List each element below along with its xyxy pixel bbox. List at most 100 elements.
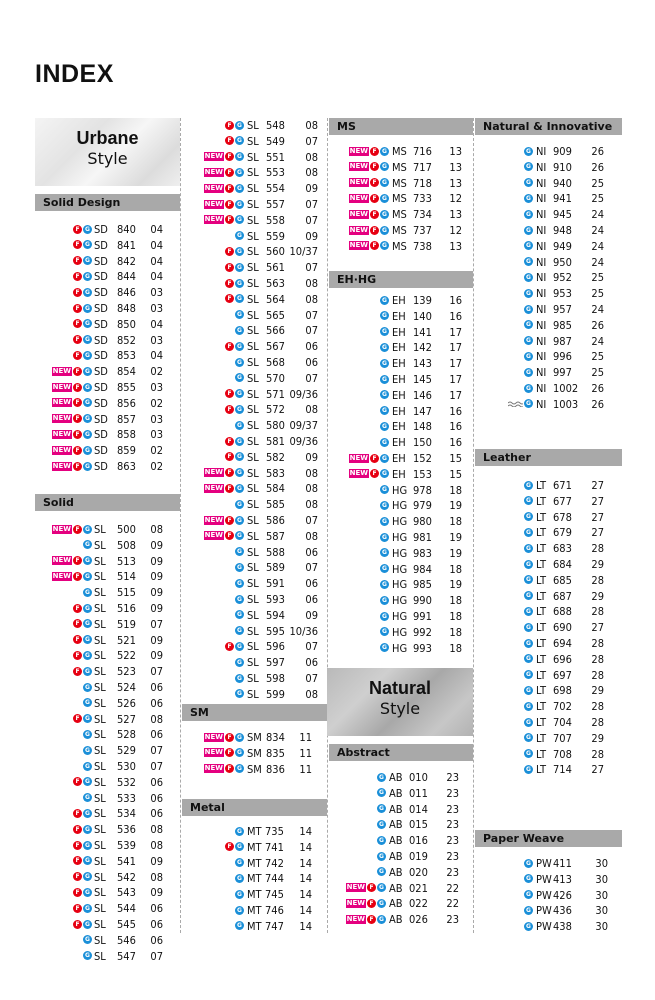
new-badge: NEW xyxy=(345,898,366,908)
g-badge-icon: G xyxy=(380,209,389,219)
f-badge-icon: F xyxy=(225,468,234,478)
entry-number: 513 xyxy=(117,554,136,568)
index-entry: G PW 436 30 xyxy=(0,903,655,918)
g-badge-icon: G xyxy=(524,383,533,393)
entry-code: LT xyxy=(536,731,547,745)
entry-page: 24 xyxy=(591,208,604,222)
entry-page: 07 xyxy=(305,371,318,385)
entry-number: 593 xyxy=(266,593,285,606)
entry-code: HG xyxy=(392,562,408,576)
index-entry: G SL 594 09 xyxy=(0,608,655,623)
entry-number: 561 xyxy=(266,261,285,275)
new-badge: NEW xyxy=(345,883,366,893)
entry-code: HG xyxy=(392,625,408,639)
index-entry: F G SL 541 09 xyxy=(0,854,655,869)
entry-code: HG xyxy=(392,594,408,608)
entry-number: 019 xyxy=(409,850,428,863)
entry-page: 24 xyxy=(591,303,604,316)
index-entry: G LT 678 27 xyxy=(0,510,655,525)
g-badge-icon: G xyxy=(83,887,92,897)
entry-page: 02 xyxy=(150,460,163,473)
g-badge-icon: G xyxy=(83,319,92,329)
entry-code: EH xyxy=(392,404,406,418)
entry-page: 08 xyxy=(150,823,163,837)
f-badge-icon: F xyxy=(73,840,82,850)
section-header-natural-innovative: Natural & Innovative xyxy=(475,118,622,135)
g-badge-icon: G xyxy=(83,461,92,471)
g-badge-icon: G xyxy=(380,358,389,368)
index-entry: G PW 413 30 xyxy=(0,872,655,887)
entry-code: SD xyxy=(94,396,108,410)
entry-page: 06 xyxy=(150,902,163,916)
f-badge-icon: F xyxy=(225,152,234,162)
entry-number: 707 xyxy=(553,731,572,745)
entry-page: 08 xyxy=(305,687,318,701)
entry-page: 07 xyxy=(305,324,318,338)
section-header-label: EH·HG xyxy=(337,273,377,286)
new-badge: NEW xyxy=(203,764,224,774)
entry-number: 985 xyxy=(413,578,432,592)
entry-page: 06 xyxy=(150,728,163,742)
section-header-ms: MS xyxy=(329,118,473,135)
index-entry: NEW F G MS 734 13 xyxy=(0,207,655,222)
entry-number: 940 xyxy=(553,176,572,190)
entry-page: 06 xyxy=(305,577,318,591)
g-badge-icon: G xyxy=(377,867,386,877)
index-entry: NEW F G SL 514 09 xyxy=(0,569,655,584)
index-entry: G AB 010 23 xyxy=(0,770,655,785)
entry-number: 150 xyxy=(413,436,432,450)
entry-page: 14 xyxy=(299,904,312,917)
entry-number: 840 xyxy=(117,223,136,236)
entry-page: 08 xyxy=(150,712,163,726)
entry-badges: G xyxy=(524,699,533,714)
entry-badges: G xyxy=(235,229,244,244)
entry-code: LT xyxy=(536,747,547,761)
g-badge-icon: G xyxy=(524,921,533,931)
entry-badges: G xyxy=(235,871,244,886)
entry-page: 29 xyxy=(591,589,604,603)
entry-number: 010 xyxy=(409,771,428,784)
new-badge: NEW xyxy=(203,152,224,162)
entry-code: SL xyxy=(247,561,259,575)
g-badge-icon: G xyxy=(235,921,244,931)
g-badge-icon: G xyxy=(524,272,533,282)
entry-code: NI xyxy=(536,397,547,411)
entry-code: SL xyxy=(247,166,259,180)
entry-page: 09 xyxy=(150,886,163,900)
entry-number: 738 xyxy=(413,239,432,253)
g-badge-icon: G xyxy=(380,643,389,653)
index-entry: F G SD 846 03 xyxy=(0,285,655,300)
g-badge-icon: G xyxy=(83,556,92,566)
g-badge-icon: G xyxy=(524,146,533,156)
entry-number: 859 xyxy=(117,444,136,458)
entry-number: 571 xyxy=(266,387,285,401)
g-badge-icon: G xyxy=(235,531,244,541)
new-badge: NEW xyxy=(51,429,72,439)
entry-code: HG xyxy=(392,499,408,513)
entry-page: 15 xyxy=(449,452,462,465)
entry-code: SL xyxy=(247,529,259,543)
index-entry: G LT 707 29 xyxy=(0,731,655,746)
entry-number: 563 xyxy=(266,277,285,290)
g-badge-icon: G xyxy=(235,673,244,683)
entry-number: 997 xyxy=(553,366,572,380)
index-entry: F G SL 548 08 xyxy=(0,118,655,133)
entry-code: MT xyxy=(247,872,262,886)
index-entry: NEW F G SL 513 09 xyxy=(0,554,655,569)
entry-code: SL xyxy=(94,617,106,631)
entry-code: LT xyxy=(536,621,547,635)
entry-badges: G xyxy=(524,731,533,746)
g-badge-icon: G xyxy=(377,819,386,829)
entry-badges: NEW F G xyxy=(348,451,389,466)
index-entry: G EH 150 16 xyxy=(0,435,655,450)
entry-page: 07 xyxy=(150,665,163,679)
index-entry: NEW F G SD 856 02 xyxy=(0,396,655,411)
entry-page: 22 xyxy=(446,881,459,895)
index-entry: G EH 142 17 xyxy=(0,340,655,355)
entry-page: 09 xyxy=(150,586,163,600)
entry-number: 146 xyxy=(413,388,432,402)
index-entry: NEW F G SL 554 09 xyxy=(0,181,655,196)
entry-badges: G xyxy=(524,747,533,762)
g-badge-icon: G xyxy=(83,287,92,297)
index-entry: G EH 139 16 xyxy=(0,293,655,308)
